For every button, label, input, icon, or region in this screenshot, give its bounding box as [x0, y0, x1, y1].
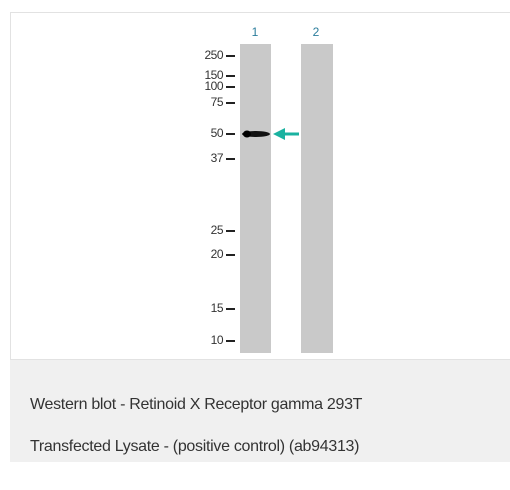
- caption-line: Transfected Lysate - (positive control) …: [30, 438, 359, 456]
- marker-label: 75: [211, 95, 224, 109]
- lane-label: 1: [252, 25, 259, 39]
- marker-label: 50: [211, 126, 224, 140]
- lane-1: [240, 44, 271, 353]
- caption-line: Western blot - Retinoid X Receptor gamma…: [30, 396, 362, 414]
- marker-label: 25: [211, 223, 224, 237]
- marker-label: 15: [211, 301, 224, 315]
- band-core: [243, 131, 251, 138]
- lane-label: 2: [313, 25, 320, 39]
- marker-label: 100: [204, 79, 223, 93]
- marker-label: 250: [204, 48, 223, 62]
- marker-label: 20: [211, 247, 224, 261]
- marker-label: 37: [211, 151, 224, 165]
- lane-2: [301, 44, 333, 353]
- caption-box: Western blot - Retinoid X Receptor gamma…: [10, 360, 510, 462]
- marker-label: 10: [211, 333, 224, 347]
- page: 1225015010075503725201510 Western blot -…: [0, 0, 510, 490]
- arrow: [273, 128, 299, 140]
